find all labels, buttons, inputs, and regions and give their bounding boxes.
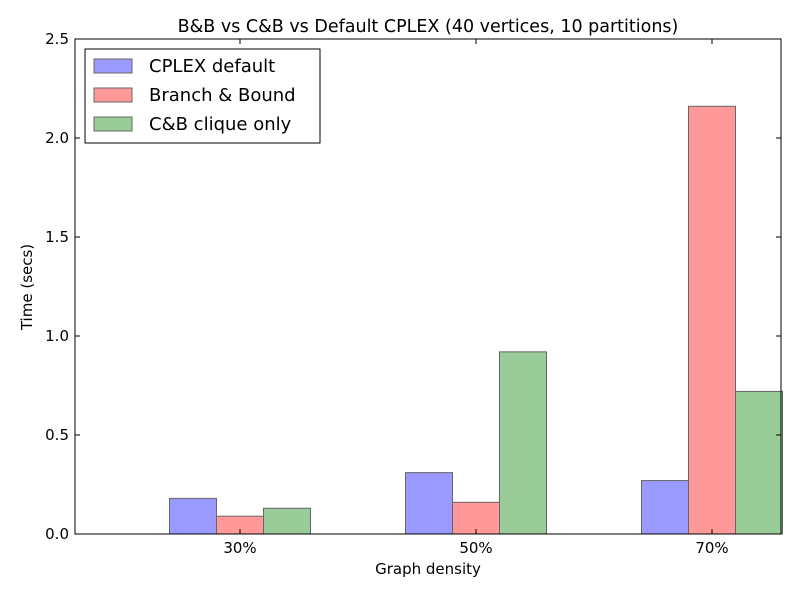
plot-frame	[74, 38, 782, 535]
y-tick-label: 0.0	[45, 525, 69, 543]
legend-swatch	[93, 87, 133, 103]
x-tick-label: 50%	[459, 539, 492, 557]
bars-layer	[169, 105, 783, 535]
bar-1-3	[641, 480, 689, 535]
y-tick-label: 2.5	[45, 30, 69, 48]
y-tick-label: 2.0	[45, 129, 69, 147]
ticks-layer: 0.0 0.5 1.0 1.5 2.0 2.5 30% 50% 70%	[45, 30, 781, 557]
legend-label: CPLEX default	[149, 56, 275, 77]
legend-label: C&B clique only	[149, 114, 292, 135]
y-tick-label: 0.5	[45, 426, 69, 444]
bar-1-1	[169, 497, 217, 535]
y-axis-label: Time (secs)	[18, 244, 36, 331]
x-axis-label: Graph density	[375, 560, 481, 578]
y-tick-label: 1.0	[45, 327, 69, 345]
bar-2-2	[452, 501, 500, 535]
legend-swatch	[93, 116, 133, 132]
y-tick-label: 1.5	[45, 228, 69, 246]
legend: CPLEX default Branch & Bound C&B clique on…	[84, 48, 321, 144]
bar-3-3	[735, 390, 783, 535]
bar-1-2	[405, 472, 453, 535]
legend-swatch	[93, 58, 133, 74]
x-tick-label: 70%	[695, 539, 728, 557]
legend-label: Branch & Bound	[149, 85, 296, 106]
bar-3-1	[263, 507, 311, 535]
bar-3-2	[499, 351, 547, 535]
chart-title: B&B vs C&B vs Default CPLEX (40 vertices…	[178, 17, 679, 37]
bar-2-3	[688, 105, 736, 535]
x-tick-label: 30%	[223, 539, 256, 557]
